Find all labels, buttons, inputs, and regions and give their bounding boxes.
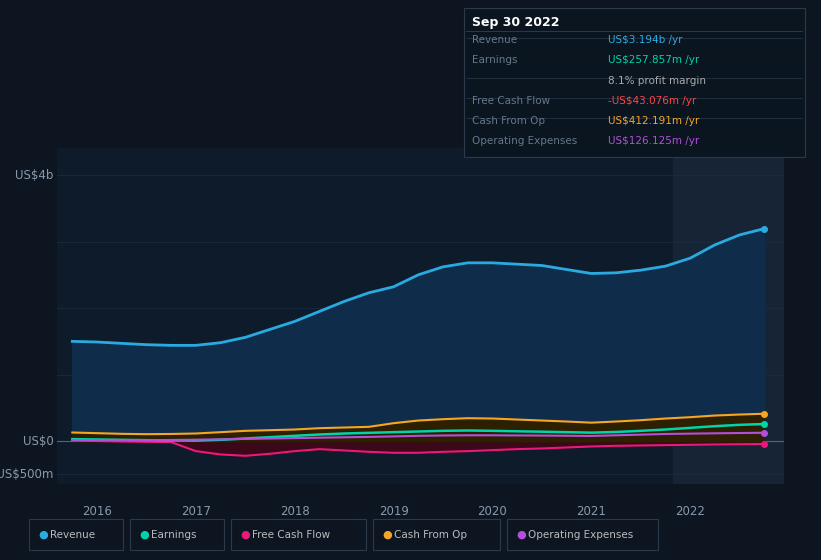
Text: 2020: 2020 [478,505,507,517]
Text: US$0: US$0 [23,435,54,447]
Text: 2018: 2018 [280,505,310,517]
Text: 8.1% profit margin: 8.1% profit margin [608,76,705,86]
Text: Cash From Op: Cash From Op [394,530,467,540]
Text: Free Cash Flow: Free Cash Flow [472,96,550,106]
Text: Revenue: Revenue [472,35,517,45]
Text: 2019: 2019 [378,505,409,517]
Text: Revenue: Revenue [50,530,95,540]
Text: Earnings: Earnings [151,530,196,540]
Text: Earnings: Earnings [472,55,517,66]
Text: US$3.194b /yr: US$3.194b /yr [608,35,682,45]
Text: 2022: 2022 [675,505,705,517]
Text: 2017: 2017 [181,505,211,517]
Text: -US$500m: -US$500m [0,468,54,481]
Text: US$257.857m /yr: US$257.857m /yr [608,55,699,66]
Text: ●: ● [39,530,48,540]
Text: ●: ● [383,530,392,540]
Text: Cash From Op: Cash From Op [472,116,545,126]
Text: ●: ● [241,530,250,540]
Text: Operating Expenses: Operating Expenses [528,530,633,540]
Text: Sep 30 2022: Sep 30 2022 [472,16,560,29]
Bar [673,148,784,484]
Text: ●: ● [516,530,526,540]
Text: US$126.125m /yr: US$126.125m /yr [608,136,699,146]
Text: -US$43.076m /yr: -US$43.076m /yr [608,96,695,106]
Text: ●: ● [140,530,149,540]
Text: Operating Expenses: Operating Expenses [472,136,577,146]
Text: US$412.191m /yr: US$412.191m /yr [608,116,699,126]
Text: US$4b: US$4b [16,169,54,181]
Text: Free Cash Flow: Free Cash Flow [252,530,330,540]
Text: 2021: 2021 [576,505,606,517]
Text: 2016: 2016 [82,505,112,517]
